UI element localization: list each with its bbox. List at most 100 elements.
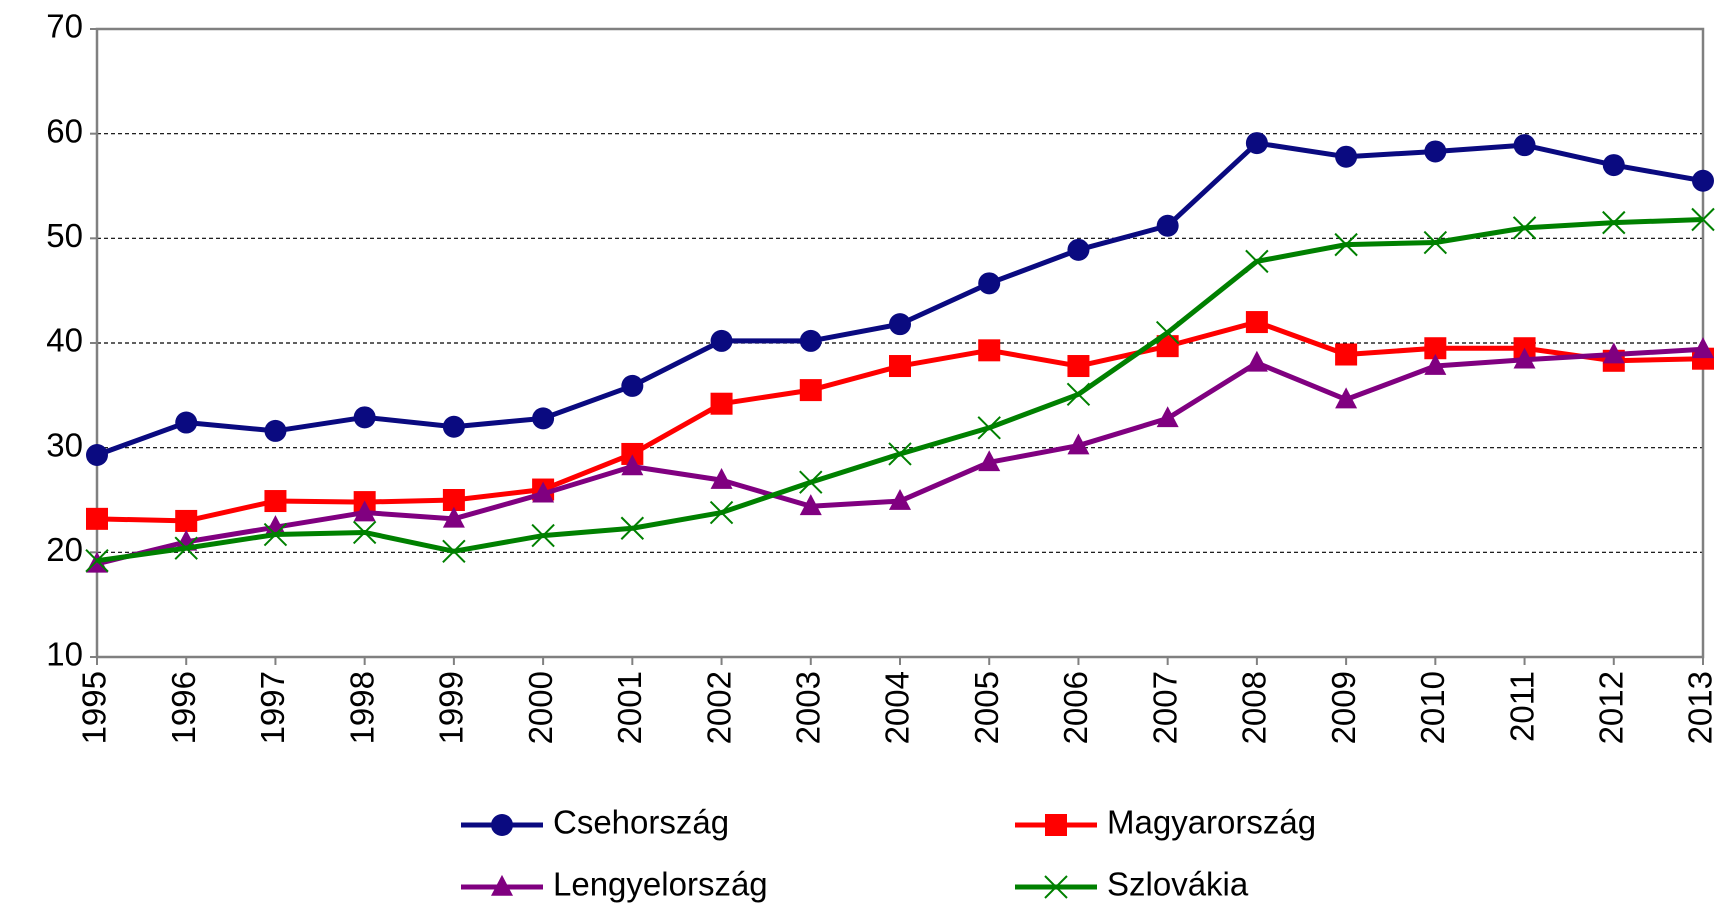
marker [1335, 145, 1358, 168]
marker [799, 494, 822, 516]
marker [889, 313, 911, 336]
marker [353, 500, 376, 522]
marker [1602, 342, 1625, 364]
marker [889, 488, 911, 510]
y-tick-label: 20 [46, 531, 83, 568]
x-tick-label: 2006 [1057, 671, 1094, 744]
x-tick-label: 2003 [789, 671, 826, 744]
x-tick-label: 1996 [165, 671, 202, 744]
y-tick-label: 30 [46, 426, 83, 463]
marker [1602, 210, 1626, 235]
marker [978, 272, 1001, 295]
x-tick-label: 2000 [522, 671, 559, 744]
marker [442, 489, 465, 511]
marker [1245, 249, 1269, 274]
marker [353, 406, 376, 429]
marker [442, 415, 465, 438]
marker [1602, 154, 1625, 177]
marker [174, 536, 198, 560]
y-tick-label: 50 [46, 217, 83, 254]
x-tick-label: 1995 [76, 671, 113, 744]
marker [1335, 343, 1358, 366]
marker [889, 355, 911, 378]
marker [1245, 350, 1268, 372]
marker [1692, 169, 1714, 192]
marker [1044, 875, 1068, 899]
x-tick-label: 2002 [700, 671, 737, 744]
marker [1512, 216, 1537, 240]
marker [1513, 347, 1536, 369]
marker [352, 520, 377, 545]
legend-label: Szlovákia [1107, 866, 1249, 903]
marker [1245, 132, 1268, 155]
marker [799, 470, 823, 494]
marker [620, 516, 645, 540]
marker [709, 500, 734, 525]
marker [978, 450, 1001, 472]
marker [710, 392, 733, 415]
marker [1067, 238, 1090, 261]
marker [799, 379, 822, 402]
marker [442, 539, 466, 563]
marker [1245, 311, 1268, 334]
marker [1424, 140, 1447, 163]
x-tick-label: 2010 [1414, 671, 1451, 744]
marker [977, 416, 1001, 440]
marker [1692, 337, 1714, 359]
x-tick-label: 1997 [254, 671, 291, 744]
marker [264, 419, 287, 442]
marker [264, 515, 287, 537]
marker [1155, 320, 1180, 345]
legend-label: Csehország [553, 804, 729, 841]
marker [175, 509, 198, 532]
marker [978, 339, 1001, 362]
marker [799, 329, 822, 352]
marker [1423, 230, 1448, 255]
x-tick-label: 2001 [611, 671, 648, 744]
x-tick-label: 2013 [1682, 671, 1719, 744]
marker [531, 523, 555, 548]
x-tick-label: 2011 [1503, 671, 1540, 742]
y-tick-label: 70 [46, 8, 83, 45]
legend-label: Magyarország [1107, 804, 1316, 841]
marker [1156, 406, 1179, 428]
marker [888, 442, 912, 466]
marker [1067, 355, 1090, 378]
marker [1691, 207, 1715, 232]
marker [1424, 337, 1447, 360]
marker [1067, 433, 1090, 455]
y-tick-label: 10 [46, 636, 83, 673]
marker [1334, 232, 1358, 257]
marker [491, 874, 513, 896]
x-tick-label: 1998 [343, 671, 380, 744]
y-tick-label: 60 [46, 112, 83, 149]
marker [1045, 814, 1067, 836]
marker [86, 443, 108, 466]
marker [532, 481, 555, 503]
marker [175, 411, 198, 434]
marker [532, 407, 555, 430]
marker [1156, 214, 1179, 237]
marker [710, 468, 733, 489]
marker [1066, 382, 1091, 406]
marker [85, 548, 109, 573]
marker [442, 506, 465, 528]
marker [621, 442, 644, 465]
marker [1335, 387, 1358, 409]
marker [86, 507, 108, 530]
x-tick-label: 2012 [1592, 671, 1629, 744]
x-tick-label: 2008 [1236, 671, 1273, 744]
x-tick-label: 2005 [968, 671, 1005, 744]
legend-label: Lengyelország [553, 866, 768, 903]
x-tick-label: 2009 [1325, 671, 1362, 744]
marker [1156, 335, 1179, 358]
marker [491, 814, 513, 836]
marker [621, 454, 644, 476]
x-tick-label: 2004 [879, 671, 916, 744]
x-tick-label: 1999 [433, 671, 470, 744]
marker [1424, 353, 1447, 375]
marker [263, 522, 288, 547]
x-tick-label: 2007 [1146, 671, 1183, 744]
marker [621, 374, 644, 397]
